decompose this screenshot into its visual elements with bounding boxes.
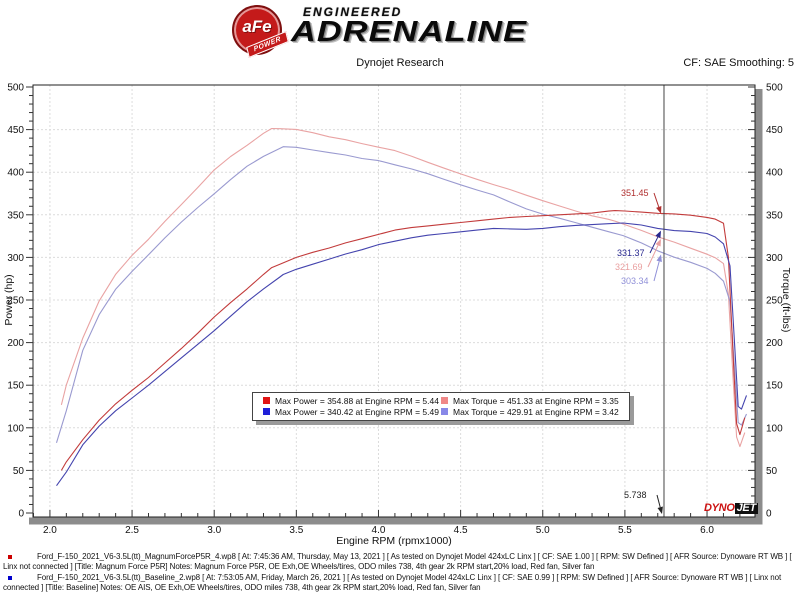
y-tick-label-left: 400	[7, 168, 24, 179]
run-info-magnum: Ford_F-150_2021_V6-3.5L(tt)_MagnumForceP…	[3, 552, 792, 571]
annotation-arrowhead	[655, 230, 661, 239]
y-tick-label-left: 350	[7, 210, 24, 221]
legend-swatch-red	[263, 397, 270, 404]
afe-logo: aFe POWER ENGINEERED ADRENALINE	[232, 5, 526, 58]
cf-smoothing-setting: CF: SAE Smoothing: 5	[683, 57, 794, 69]
y-tick-label-right: 150	[766, 381, 783, 392]
brand-engineered-text: ENGINEERED	[303, 5, 403, 19]
y-tick-label-left: 50	[13, 466, 25, 477]
annotation-label: 5.738	[624, 490, 647, 500]
legend-swatch-lightblue	[441, 408, 448, 415]
legend-swatch-pink	[441, 397, 448, 404]
x-axis-title: Engine RPM (rpmx1000)	[336, 535, 452, 547]
x-tick-label: 2.0	[43, 525, 57, 536]
annotation-label: 351.45	[621, 188, 649, 198]
x-tick-label: 3.0	[207, 525, 221, 536]
run-info-footer: Ford_F-150_2021_V6-3.5L(tt)_MagnumForceP…	[3, 552, 797, 594]
annotation-label: 331.37	[617, 248, 645, 258]
y-tick-label-left: 500	[7, 83, 24, 94]
legend-swatch-blue	[263, 408, 270, 415]
y-tick-label-left: 0	[18, 509, 24, 520]
y-tick-label-right: 350	[766, 210, 783, 221]
legend-item-max-power-magnum: Max Power = 354.88 at Engine RPM = 5.44	[263, 396, 441, 406]
brand-adrenaline-text: ADRENALINE	[291, 16, 528, 48]
y-tick-label-right: 50	[766, 466, 778, 477]
y-tick-label-left: 200	[7, 338, 24, 349]
chart-legend: Max Power = 354.88 at Engine RPM = 5.44 …	[252, 392, 630, 421]
y-tick-label-right: 450	[766, 125, 783, 136]
y-axis-title-left: Power (hp)	[3, 274, 15, 325]
x-tick-label: 2.5	[125, 525, 139, 536]
y-tick-label-right: 250	[766, 296, 783, 307]
y-tick-label-left: 150	[7, 381, 24, 392]
annotation-arrowhead	[656, 206, 662, 214]
run-bullet-red	[8, 555, 12, 559]
legend-item-max-power-baseline: Max Power = 340.42 at Engine RPM = 5.49	[263, 407, 441, 417]
afe-logo-text: aFe	[242, 17, 272, 36]
brand-wordmark: ENGINEERED ADRENALINE	[291, 5, 526, 47]
x-tick-label: 4.0	[372, 525, 386, 536]
dyno-chart: 2.0 2.5 3.0 3.5 4.0 4.5 5.0 5.5 6.0 0 0 50 50 100 100 1…	[3, 83, 792, 548]
report-title: Dynojet Research	[356, 57, 444, 69]
baseline-torque-curve	[55, 146, 748, 443]
magnum-torque-curve	[60, 127, 746, 448]
y-tick-label-right: 300	[766, 253, 783, 264]
legend-item-max-torque-baseline: Max Torque = 429.91 at Engine RPM = 3.42	[441, 407, 619, 417]
annotation-arrowhead	[657, 506, 663, 514]
y-tick-label-left: 250	[7, 296, 24, 307]
dynojet-logo: DYNO JET	[704, 502, 758, 514]
afe-power-logo-icon: aFe POWER	[232, 5, 289, 58]
x-tick-label: 4.5	[454, 525, 468, 536]
x-tick-label: 3.5	[289, 525, 303, 536]
y-tick-label-right: 100	[766, 423, 783, 434]
magnum-power-curve	[60, 210, 746, 471]
annotation-label: 303.34	[621, 276, 649, 286]
y-tick-label-left: 300	[7, 253, 24, 264]
x-tick-label: 6.0	[700, 525, 714, 536]
run-info-baseline: Ford_F-150_2021_V6-3.5L(tt)_Baseline_2.w…	[3, 573, 782, 592]
x-axis-bar	[29, 517, 762, 525]
y-tick-label-right: 500	[766, 83, 783, 94]
y-tick-label-right: 400	[766, 168, 783, 179]
y-tick-label-left: 100	[7, 423, 24, 434]
baseline-power-curve	[56, 222, 748, 487]
y-axis-bar-right	[755, 89, 763, 525]
annotation-arrowhead	[656, 254, 662, 263]
y-tick-label-left: 450	[7, 125, 24, 136]
y-axis-title-right: Torque (ft-lbs)	[780, 268, 792, 333]
annotation-arrowhead	[655, 238, 661, 247]
y-tick-label-right: 0	[766, 509, 772, 520]
run-bullet-blue	[8, 576, 12, 580]
legend-item-max-torque-magnum: Max Torque = 451.33 at Engine RPM = 3.35	[441, 396, 619, 406]
plot-border	[32, 84, 756, 518]
x-tick-label: 5.0	[536, 525, 550, 536]
annotation-label: 321.69	[615, 262, 643, 272]
x-tick-label: 5.5	[618, 525, 632, 536]
y-tick-label-right: 200	[766, 338, 783, 349]
